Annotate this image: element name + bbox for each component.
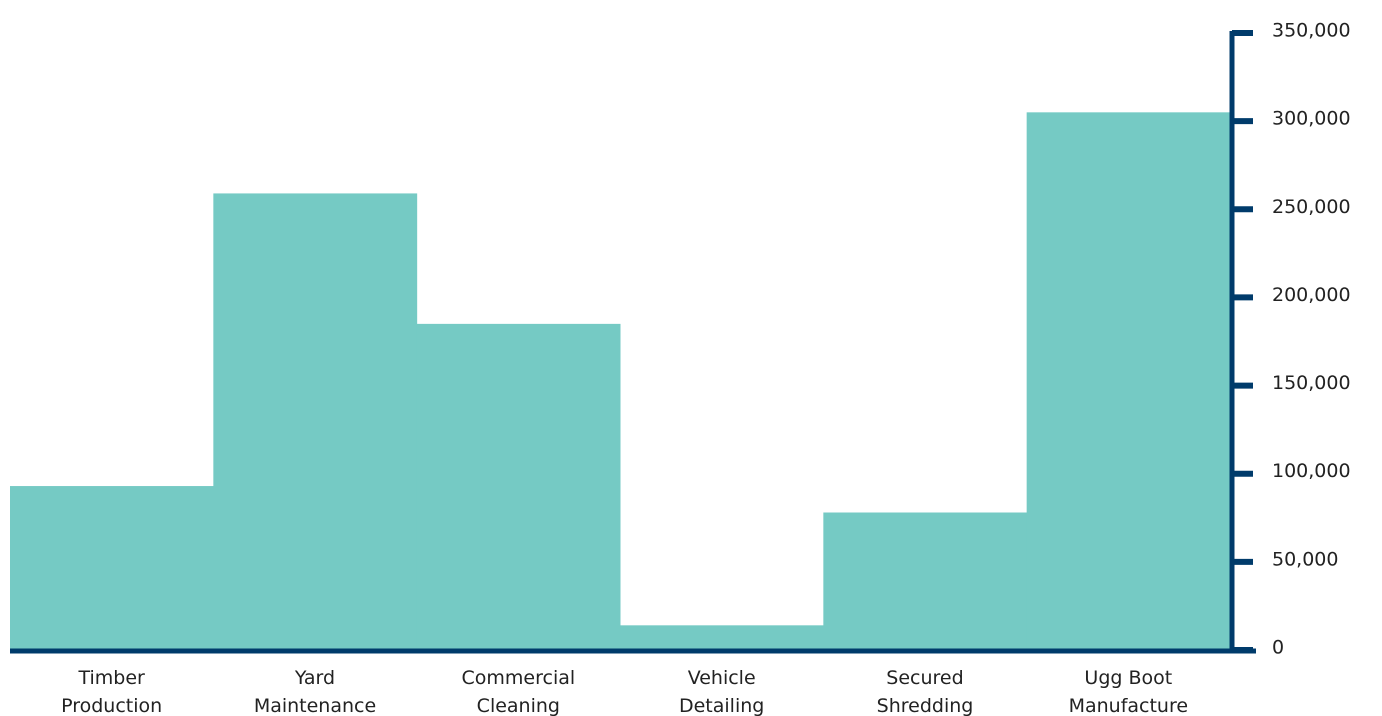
x-labels-group: Timber Production Yard Maintenance Commercia…: [61, 667, 1188, 716]
x-tick-label: Timber Production: [61, 667, 162, 716]
x-tick-label: Commercial Cleaning: [462, 667, 576, 716]
x-tick-label: Ugg Boot Manufacture: [1069, 667, 1188, 716]
x-tick-label: Yard Maintenance: [254, 667, 376, 716]
y-tick-label: 150,000: [1272, 372, 1351, 394]
x-tick-label: Secured Shredding: [877, 667, 974, 716]
bar-0: [10, 486, 214, 650]
bar-5: [1026, 112, 1231, 651]
y-tick-label: 50,000: [1272, 548, 1338, 570]
y-ticks-group: 0 50,000 100,000 150,000 200,000 250,000 300,0…: [1232, 20, 1351, 659]
y-tick-label: 350,000: [1272, 20, 1351, 42]
y-tick-label: 250,000: [1272, 196, 1351, 218]
bar-2: [416, 323, 621, 650]
y-tick-label: 0: [1272, 637, 1284, 659]
y-tick-label: 100,000: [1272, 460, 1351, 482]
y-tick-label: 200,000: [1272, 284, 1351, 306]
x-tick-label: Vehicle Detailing: [679, 667, 764, 716]
bar-1: [213, 193, 418, 651]
bar-4: [823, 512, 1028, 650]
bars-group: [10, 112, 1231, 651]
axes-group: [10, 31, 1256, 654]
y-tick-label: 300,000: [1272, 108, 1351, 130]
bar-3: [620, 625, 824, 650]
